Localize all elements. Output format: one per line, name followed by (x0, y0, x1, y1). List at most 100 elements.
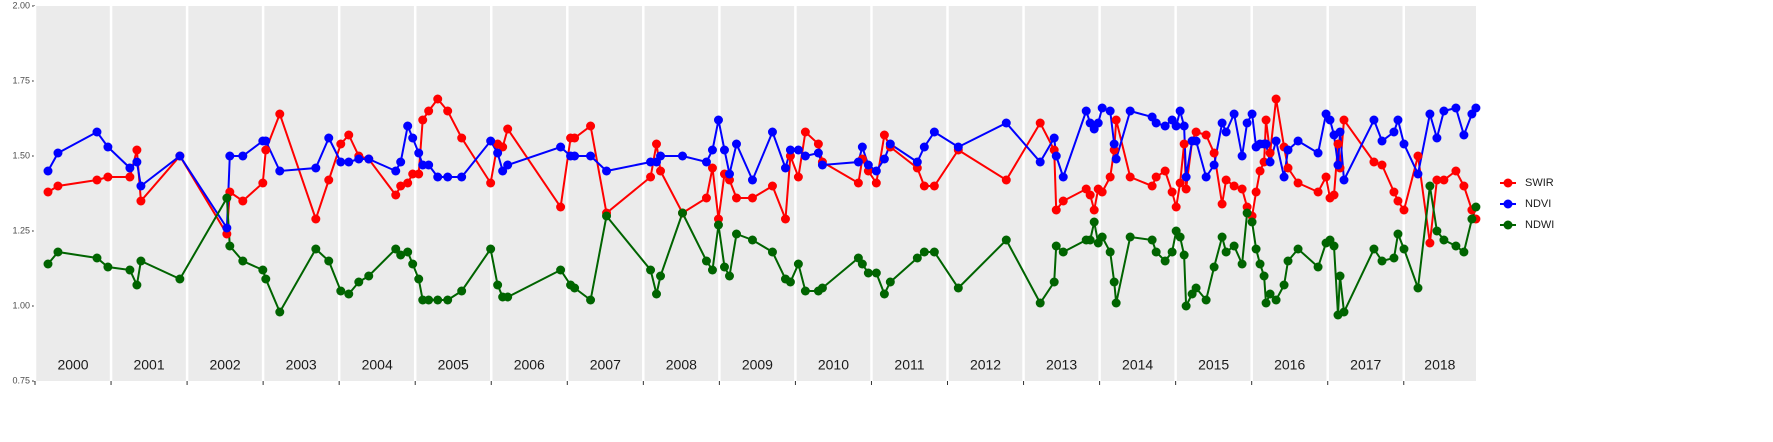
data-point (1451, 241, 1461, 251)
data-point (132, 280, 142, 290)
data-point (1175, 232, 1185, 242)
data-point (43, 166, 53, 176)
data-point (92, 175, 102, 185)
data-point (785, 277, 795, 287)
data-point (863, 268, 873, 278)
data-point (1001, 118, 1011, 128)
data-point (1255, 166, 1265, 176)
data-point (701, 256, 711, 266)
data-point (1369, 244, 1379, 254)
data-point (556, 142, 566, 152)
legend-key-point (1503, 220, 1513, 230)
data-point (261, 145, 271, 155)
data-point (1271, 136, 1281, 146)
data-point (1125, 232, 1135, 242)
y-tick-label: 1.75 (12, 75, 30, 85)
data-point (344, 130, 354, 140)
data-point (503, 292, 513, 302)
data-point (1333, 160, 1343, 170)
data-point (1432, 175, 1442, 185)
data-point (1459, 181, 1469, 191)
data-point (1097, 103, 1107, 113)
data-point (1085, 190, 1095, 200)
data-point (651, 139, 661, 149)
data-point (919, 181, 929, 191)
data-point (1325, 115, 1335, 125)
data-point (396, 181, 406, 191)
data-point (175, 151, 185, 161)
data-point (1261, 139, 1271, 149)
data-point (879, 289, 889, 299)
data-point (1209, 262, 1219, 272)
data-point (1001, 175, 1011, 185)
data-point (1179, 139, 1189, 149)
data-point (1247, 109, 1257, 119)
data-point (125, 163, 135, 173)
data-point (767, 181, 777, 191)
y-tick-label: 0.75 (12, 375, 30, 385)
data-point (701, 193, 711, 203)
data-point (1321, 172, 1331, 182)
data-point (324, 175, 334, 185)
data-point (1377, 160, 1387, 170)
data-point (871, 166, 881, 176)
data-point (275, 166, 285, 176)
x-tick-label: 2003 (286, 357, 317, 373)
data-point (1049, 277, 1059, 287)
data-point (1425, 109, 1435, 119)
data-point (1399, 139, 1409, 149)
data-point (103, 262, 113, 272)
data-point (408, 259, 418, 269)
data-point (457, 172, 467, 182)
data-point (1293, 244, 1303, 254)
data-point (1265, 148, 1275, 158)
data-point (793, 145, 803, 155)
data-point (800, 286, 810, 296)
data-point (1459, 130, 1469, 140)
data-point (713, 115, 723, 125)
data-point (1221, 127, 1231, 137)
data-point (1265, 157, 1275, 167)
data-point (656, 151, 666, 161)
data-point (1339, 175, 1349, 185)
data-point (1329, 190, 1339, 200)
data-point (43, 259, 53, 269)
data-point (1175, 106, 1185, 116)
data-point (602, 166, 612, 176)
data-point (857, 142, 867, 152)
data-point (1111, 298, 1121, 308)
data-point (747, 175, 757, 185)
data-point (1209, 148, 1219, 158)
data-point (853, 178, 863, 188)
data-point (1413, 283, 1423, 293)
data-point (486, 178, 496, 188)
data-point (364, 154, 374, 164)
data-point (793, 172, 803, 182)
data-point (1237, 259, 1247, 269)
data-point (364, 271, 374, 281)
data-point (1389, 127, 1399, 137)
data-point (1051, 205, 1061, 215)
data-point (731, 193, 741, 203)
data-point (701, 157, 711, 167)
data-point (1160, 256, 1170, 266)
data-point (1229, 109, 1239, 119)
data-point (1399, 244, 1409, 254)
data-point (1333, 139, 1343, 149)
data-point (817, 283, 827, 293)
x-tick-label: 2000 (57, 357, 88, 373)
data-point (424, 106, 434, 116)
data-point (586, 121, 596, 131)
data-point (493, 148, 503, 158)
data-point (953, 283, 963, 293)
data-point (1001, 235, 1011, 245)
data-point (238, 196, 248, 206)
data-point (1279, 280, 1289, 290)
data-point (486, 136, 496, 146)
data-point (719, 145, 729, 155)
data-point (1167, 247, 1177, 257)
data-point (556, 265, 566, 275)
data-point (586, 151, 596, 161)
data-point (424, 295, 434, 305)
data-point (1125, 172, 1135, 182)
